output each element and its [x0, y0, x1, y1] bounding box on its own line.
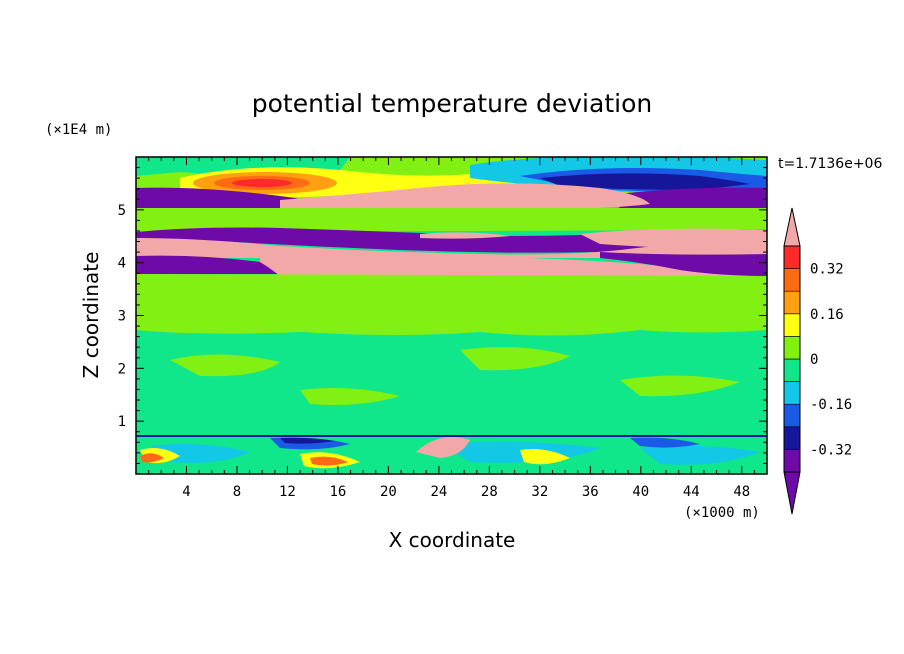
x-tick-label: 4 [182, 484, 190, 500]
x-tick-label: 16 [329, 484, 346, 500]
colorbar-tick-label: -0.16 [810, 397, 852, 413]
x-tick-label: 36 [582, 484, 599, 500]
y-axis-label: Z coordinate [79, 252, 103, 379]
warm-band-upper [280, 183, 650, 209]
x-tick-label: 28 [481, 484, 498, 500]
y-tick-label: 3 [118, 309, 126, 325]
warm-patch-upper-mid [580, 228, 767, 249]
contour-field [136, 157, 767, 474]
x-unit-label: (×1000 m) [684, 505, 760, 521]
x-tick-label: 40 [632, 484, 649, 500]
bl-navy-zones [280, 437, 335, 444]
colorbar-swatch [783, 313, 801, 337]
x-tick-label: 32 [531, 484, 548, 500]
cold-band-low-right [600, 252, 767, 276]
colorbar-frame [783, 245, 801, 473]
colorbar-tick-label: 0.32 [810, 262, 844, 278]
warm-patch-center [420, 232, 510, 239]
y-tick-label: 5 [118, 203, 126, 219]
green-gap [136, 208, 767, 232]
x-tick-label: 24 [430, 484, 447, 500]
bl-warm-plume [416, 436, 470, 458]
bl-yellow-zones [140, 448, 570, 469]
time-label: t=1.7136e+06 [778, 156, 882, 172]
colorbar-tick-label: -0.32 [810, 442, 852, 458]
x-tick-label: 44 [683, 484, 700, 500]
x-tick-label: 12 [279, 484, 296, 500]
colorbar-swatch [783, 290, 801, 315]
colorbar-swatch [783, 268, 801, 292]
colorbar-swatch [783, 381, 801, 405]
x-axis-label: X coordinate [389, 528, 516, 552]
cold-band-low [136, 255, 300, 274]
mid-green-patches [170, 347, 740, 405]
colorbar-under-triangle [783, 471, 801, 515]
bl-orange-zones [140, 453, 348, 466]
y-unit-label: (×1E4 m) [45, 122, 112, 138]
colorbar: 0.32 0.16 0 -0.16 -0.32 [783, 207, 852, 515]
y-tick-label: 2 [118, 361, 126, 377]
chart-title: potential temperature deviation [252, 89, 652, 118]
warm-band-low [260, 254, 767, 276]
x-axis-ticks: 4 8 12 16 20 24 28 32 36 40 44 48 [148, 157, 755, 500]
colorbar-swatch [783, 426, 801, 450]
mid-green-region [136, 300, 767, 336]
upper-navy-patch [540, 173, 750, 190]
colorbar-swatch [783, 336, 801, 360]
y-tick-label: 4 [118, 256, 126, 272]
colorbar-over-triangle [783, 207, 801, 247]
upper-red-core [232, 179, 292, 187]
x-tick-label: 48 [733, 484, 750, 500]
colorbar-swatch [783, 358, 801, 382]
y-tick-label: 1 [118, 414, 126, 430]
colorbar-swatch [783, 449, 801, 473]
green-below-bands [136, 274, 767, 300]
colorbar-tick-label: 0 [810, 352, 818, 368]
colorbar-tick-label: 0.16 [810, 307, 844, 323]
colorbar-swatch [783, 245, 801, 269]
colorbar-swatch [783, 403, 801, 428]
y-axis-ticks: 1 2 3 4 5 [118, 167, 767, 464]
x-tick-label: 20 [380, 484, 397, 500]
x-tick-label: 8 [233, 484, 241, 500]
cold-band-mid [136, 227, 767, 253]
